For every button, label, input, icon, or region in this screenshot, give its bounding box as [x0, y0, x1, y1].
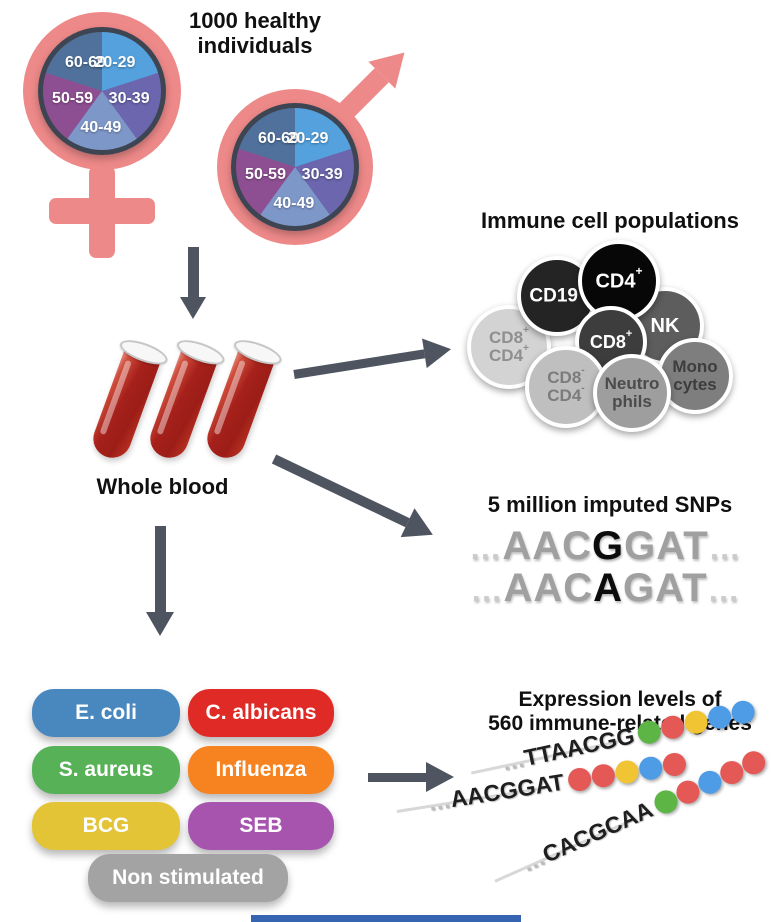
study-title: 1000 healthy individuals [150, 8, 360, 58]
arrow-blood-to-stimuli [146, 526, 174, 636]
arrow-stimuli-to-expression [368, 762, 454, 792]
stimulus-pill-saureus: S. aureus [32, 746, 180, 794]
age-label-20-29: 20-29 [287, 129, 329, 147]
blue-dot [637, 755, 664, 782]
whole-blood-label: Whole blood [96, 474, 229, 499]
arrow-head [400, 508, 440, 550]
cell-label: cytes [673, 375, 717, 394]
female-age-pie-chart: 60-69 20-29 50-59 30-39 40-49 [38, 27, 166, 155]
immune-cells-title: Immune cell populations [481, 208, 739, 233]
age-label-30-39: 30-39 [301, 166, 343, 184]
red-dot [566, 766, 593, 793]
cell-label-sup: - [581, 382, 585, 394]
cell-label: CD8 [589, 331, 626, 352]
cell-label: CD8 [547, 368, 582, 388]
age-label-30-39: 30-39 [108, 90, 150, 108]
stimulus-pill-seb: SEB [188, 802, 334, 850]
study-title-line2: individuals [197, 33, 313, 58]
age-label-50-59: 50-59 [52, 90, 93, 108]
arrow-head [426, 762, 454, 792]
snp-variant-allele: G [592, 524, 625, 568]
stimulus-pill-influenza: Influenza [188, 746, 334, 794]
red-dot [659, 713, 687, 741]
snp-prefix: AAC [503, 566, 594, 610]
cell-label-sup: + [523, 324, 529, 336]
ellipsis: … [707, 572, 741, 608]
snps-title: 5 million imputed SNPs [487, 492, 733, 517]
cell-label: Neutro [604, 374, 660, 394]
cell-label: CD4 [547, 386, 582, 405]
blue-dot [729, 698, 757, 726]
arrow-head [422, 334, 454, 369]
age-label-20-29: 20-29 [94, 53, 136, 71]
cell-label: Mono [672, 357, 718, 377]
cell-label: CD4 [489, 346, 524, 365]
red-dot [660, 751, 688, 778]
cell-label: phils [612, 392, 652, 411]
arrow-shaft [368, 772, 426, 782]
cell-label-sup: + [625, 327, 633, 340]
arrow-head [146, 612, 174, 636]
blue-dot [706, 703, 734, 731]
snp-variant-allele: A [593, 566, 624, 610]
snp-sequence-2: …AACAGAT… [440, 566, 771, 611]
stimulus-pill-calbicans: C. albicans [188, 689, 334, 737]
snp-prefix: AAC [502, 524, 593, 568]
cell-label: CD19 [529, 285, 578, 307]
stimulus-pill-ecoli: E. coli [32, 689, 180, 737]
yellow-dot [682, 708, 710, 736]
arrow-individuals-to-blood [180, 247, 206, 319]
stimulus-pill-non-stimulated: Non stimulated [88, 854, 288, 902]
study-title-line1: 1000 healthy [188, 8, 322, 33]
age-label-50-59: 50-59 [245, 166, 286, 184]
arrow-shaft [293, 348, 426, 379]
arrow-head [180, 297, 206, 319]
cell-label: CD4 [595, 270, 636, 293]
cell-circle-neutrophils: Neutro phils [593, 354, 671, 432]
age-label-40-49: 40-49 [273, 194, 315, 212]
yellow-dot [613, 758, 640, 786]
arrow-blood-to-immune-cells [292, 334, 454, 389]
arrow-shaft [271, 454, 410, 528]
ellipsis: … [469, 530, 503, 566]
female-symbol-cross-horizontal [49, 198, 155, 224]
age-label-60-69: 60-69 [65, 53, 106, 71]
male-age-pie-chart: 60-69 20-29 50-59 30-39 40-49 [231, 103, 359, 231]
cell-label-sup: + [523, 342, 529, 354]
age-label-40-49: 40-49 [80, 118, 122, 136]
cell-label-sup: + [635, 264, 643, 279]
green-dot [635, 718, 663, 746]
arrow-shaft [154, 526, 166, 612]
ellipsis: … [470, 572, 504, 608]
cell-label: CD8 [489, 328, 524, 348]
cell-label-sup: - [581, 364, 585, 376]
footer-bar [251, 915, 521, 922]
cell-label: NK [650, 314, 680, 337]
ellipsis: … [708, 530, 742, 566]
snp-sequence-1: …AACGGAT… [440, 524, 771, 569]
sequence-text: CACGCAA [538, 795, 657, 868]
expression-title-line1: Expression levels of [518, 688, 722, 711]
snp-suffix: GAT [623, 566, 708, 610]
stimulus-pill-bcg: BCG [32, 802, 180, 850]
arrow-shaft [187, 247, 199, 297]
red-dot [589, 762, 617, 789]
snp-suffix: GAT [624, 524, 709, 568]
gene-sequence: …CACGCAA [518, 796, 657, 878]
arrow-blood-to-snps [267, 445, 440, 550]
age-label-60-69: 60-69 [258, 129, 299, 147]
